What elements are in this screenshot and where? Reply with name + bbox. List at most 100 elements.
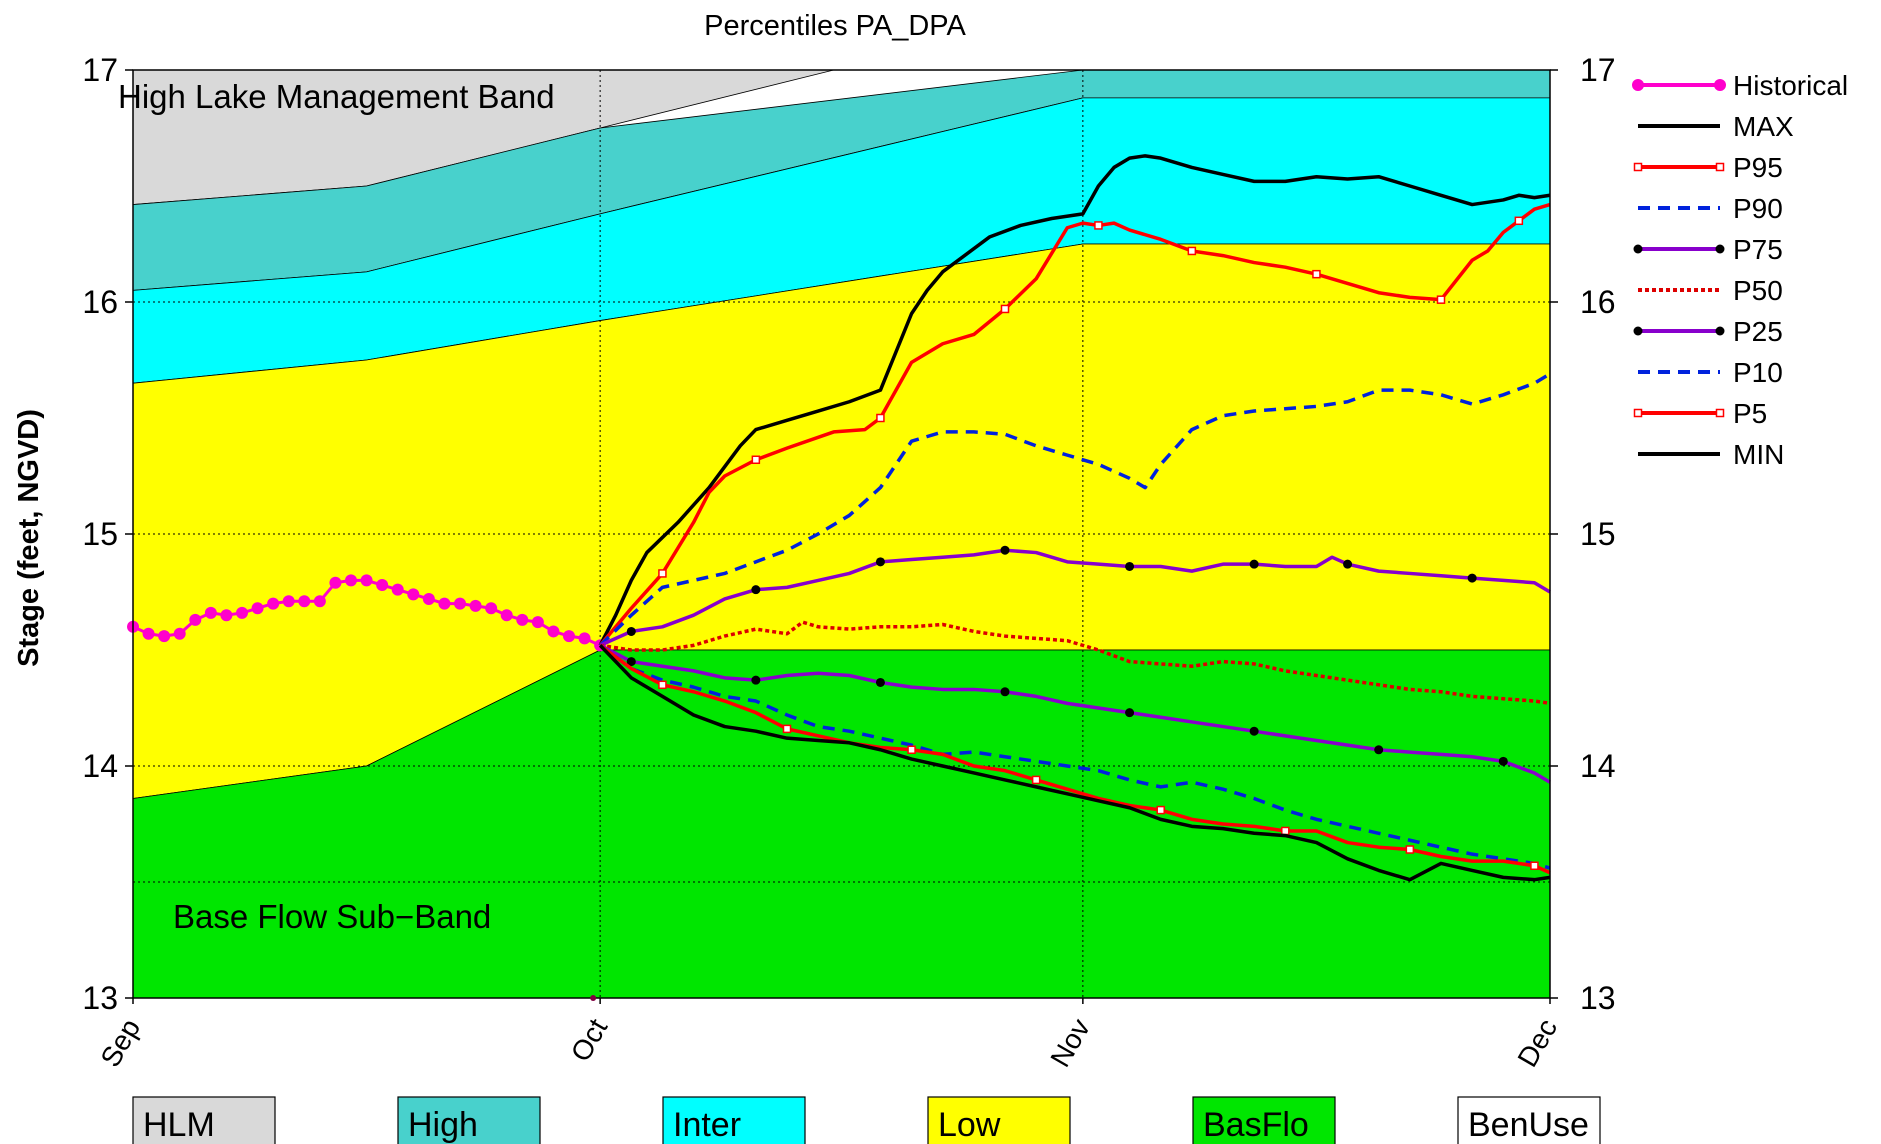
y-tick-label: 15: [82, 516, 118, 552]
y-tick-label: 16: [82, 284, 118, 320]
series-point-historical: [563, 630, 575, 643]
x-tick-label: Dec: [1511, 1014, 1563, 1073]
oct-axis-dot: [590, 995, 597, 1001]
band-legend-label-low: Low: [938, 1106, 1001, 1144]
series-point-p95: [1436, 295, 1446, 304]
legend-label-p95: P95: [1733, 152, 1783, 183]
series-point-p75: [1125, 561, 1135, 571]
series-point-historical: [516, 613, 529, 626]
legend-marker: [1715, 162, 1725, 172]
series-point-historical: [454, 597, 466, 610]
y-tick-label: 17: [82, 52, 118, 88]
series-point-p5: [1031, 775, 1041, 785]
series-point-p75: [1249, 559, 1259, 569]
series-point-p75: [626, 626, 636, 636]
legend-marker: [1632, 79, 1644, 91]
series-line-p50: [599, 620, 1551, 706]
series-point-historical: [329, 576, 342, 589]
y-axis-left: 13 14 15 16 17: [82, 52, 133, 1016]
legend-marker: [1715, 244, 1725, 254]
series-point-historical: [142, 627, 155, 640]
legend-label-p90: P90: [1733, 193, 1783, 224]
y-tick-label-right: 13: [1580, 980, 1616, 1016]
legend-marker: [1633, 326, 1643, 336]
series-point-historical: [422, 592, 435, 605]
series-point-p75: [1467, 573, 1477, 583]
series-point-p95: [876, 413, 885, 423]
series-point-historical: [531, 616, 544, 629]
series-line-max: [598, 154, 1551, 647]
legend-label-p5: P5: [1733, 398, 1767, 429]
series-point-historical: [298, 595, 311, 608]
series-point-historical: [313, 595, 326, 608]
series-point-historical: [189, 613, 202, 626]
series-point-p95: [751, 455, 761, 465]
series-point-historical: [407, 588, 420, 601]
legend-marker: [1633, 244, 1643, 254]
series-point-p75: [751, 585, 761, 595]
legend-label-p50: P50: [1733, 275, 1783, 306]
legend-label-max: MAX: [1733, 111, 1794, 142]
series-point-p5: [658, 680, 667, 690]
series-point-p75: [875, 557, 885, 567]
series-point-p25: [1125, 708, 1135, 718]
series-point-p95: [1187, 246, 1197, 256]
series-point-p75: [1000, 545, 1010, 555]
x-tick-label: Sep: [94, 1014, 146, 1073]
series-point-p25: [751, 675, 761, 685]
series-point-p25: [1000, 687, 1010, 697]
series-point-p5: [1281, 826, 1290, 836]
series-point-historical: [204, 606, 217, 619]
series-point-historical: [282, 595, 295, 608]
series-line-p10: [599, 643, 1551, 870]
series-point-historical: [267, 597, 280, 610]
series-line-min: [598, 644, 1551, 882]
series-point-p95: [1312, 269, 1321, 279]
series-point-historical: [438, 597, 451, 610]
band-legend-box-basflo: [1192, 1096, 1336, 1144]
y-tick-label-right: 16: [1580, 284, 1616, 320]
chart-title: Percentiles PA_DPA: [704, 10, 966, 42]
series-point-p25: [875, 677, 885, 687]
x-tick-label: Oct: [565, 1013, 614, 1066]
legend-label-p25: P25: [1733, 316, 1783, 347]
series-point-p5: [1405, 845, 1415, 854]
series-legend: Historical MAX P95 P90 P75 P50 P25 P10 P5 MIN: [1632, 70, 1848, 470]
band-legend-box-inter: [662, 1096, 806, 1144]
series-point-historical: [173, 627, 186, 640]
series-point-p25: [1249, 726, 1259, 736]
series-point-p75: [1343, 559, 1353, 569]
band-legend-box-high: [397, 1096, 541, 1144]
legend-marker: [1715, 326, 1725, 336]
series-point-p25: [626, 657, 636, 667]
series-point-historical: [578, 632, 591, 645]
grid: [133, 70, 1550, 998]
series-point-historical: [547, 625, 560, 638]
band-legend-box-hlm: [132, 1096, 276, 1144]
band-legend-box-benuse: [1457, 1096, 1601, 1144]
series-point-p5: [907, 745, 916, 755]
legend-label-min: MIN: [1733, 439, 1784, 470]
band-legend-label-hlm: HLM: [143, 1106, 215, 1144]
y-tick-label: 13: [82, 980, 118, 1016]
band-legend-label-basflo: BasFlo: [1203, 1106, 1309, 1144]
series-line-p25: [599, 643, 1551, 784]
y-tick-label-right: 15: [1580, 516, 1616, 552]
legend-label-historical: Historical: [1733, 70, 1848, 101]
band-legend: HLM High Inter Low BasFlo BenUse: [132, 1096, 1601, 1144]
legend-marker: [1714, 79, 1726, 91]
legend-label-p10: P10: [1733, 357, 1783, 388]
series-point-historical: [251, 602, 264, 615]
series-point-p95: [1000, 304, 1010, 314]
band-legend-label-high: High: [408, 1106, 478, 1144]
y-tick-label-right: 17: [1580, 52, 1616, 88]
legend-label-p75: P75: [1733, 234, 1783, 265]
series-point-historical: [376, 579, 389, 592]
series-point-p25: [1374, 745, 1384, 755]
series-point-historical: [391, 583, 404, 596]
series-point-p5: [782, 724, 792, 734]
legend-marker: [1633, 162, 1643, 172]
series-point-historical: [500, 609, 513, 622]
y-tick-label-right: 14: [1580, 748, 1616, 784]
